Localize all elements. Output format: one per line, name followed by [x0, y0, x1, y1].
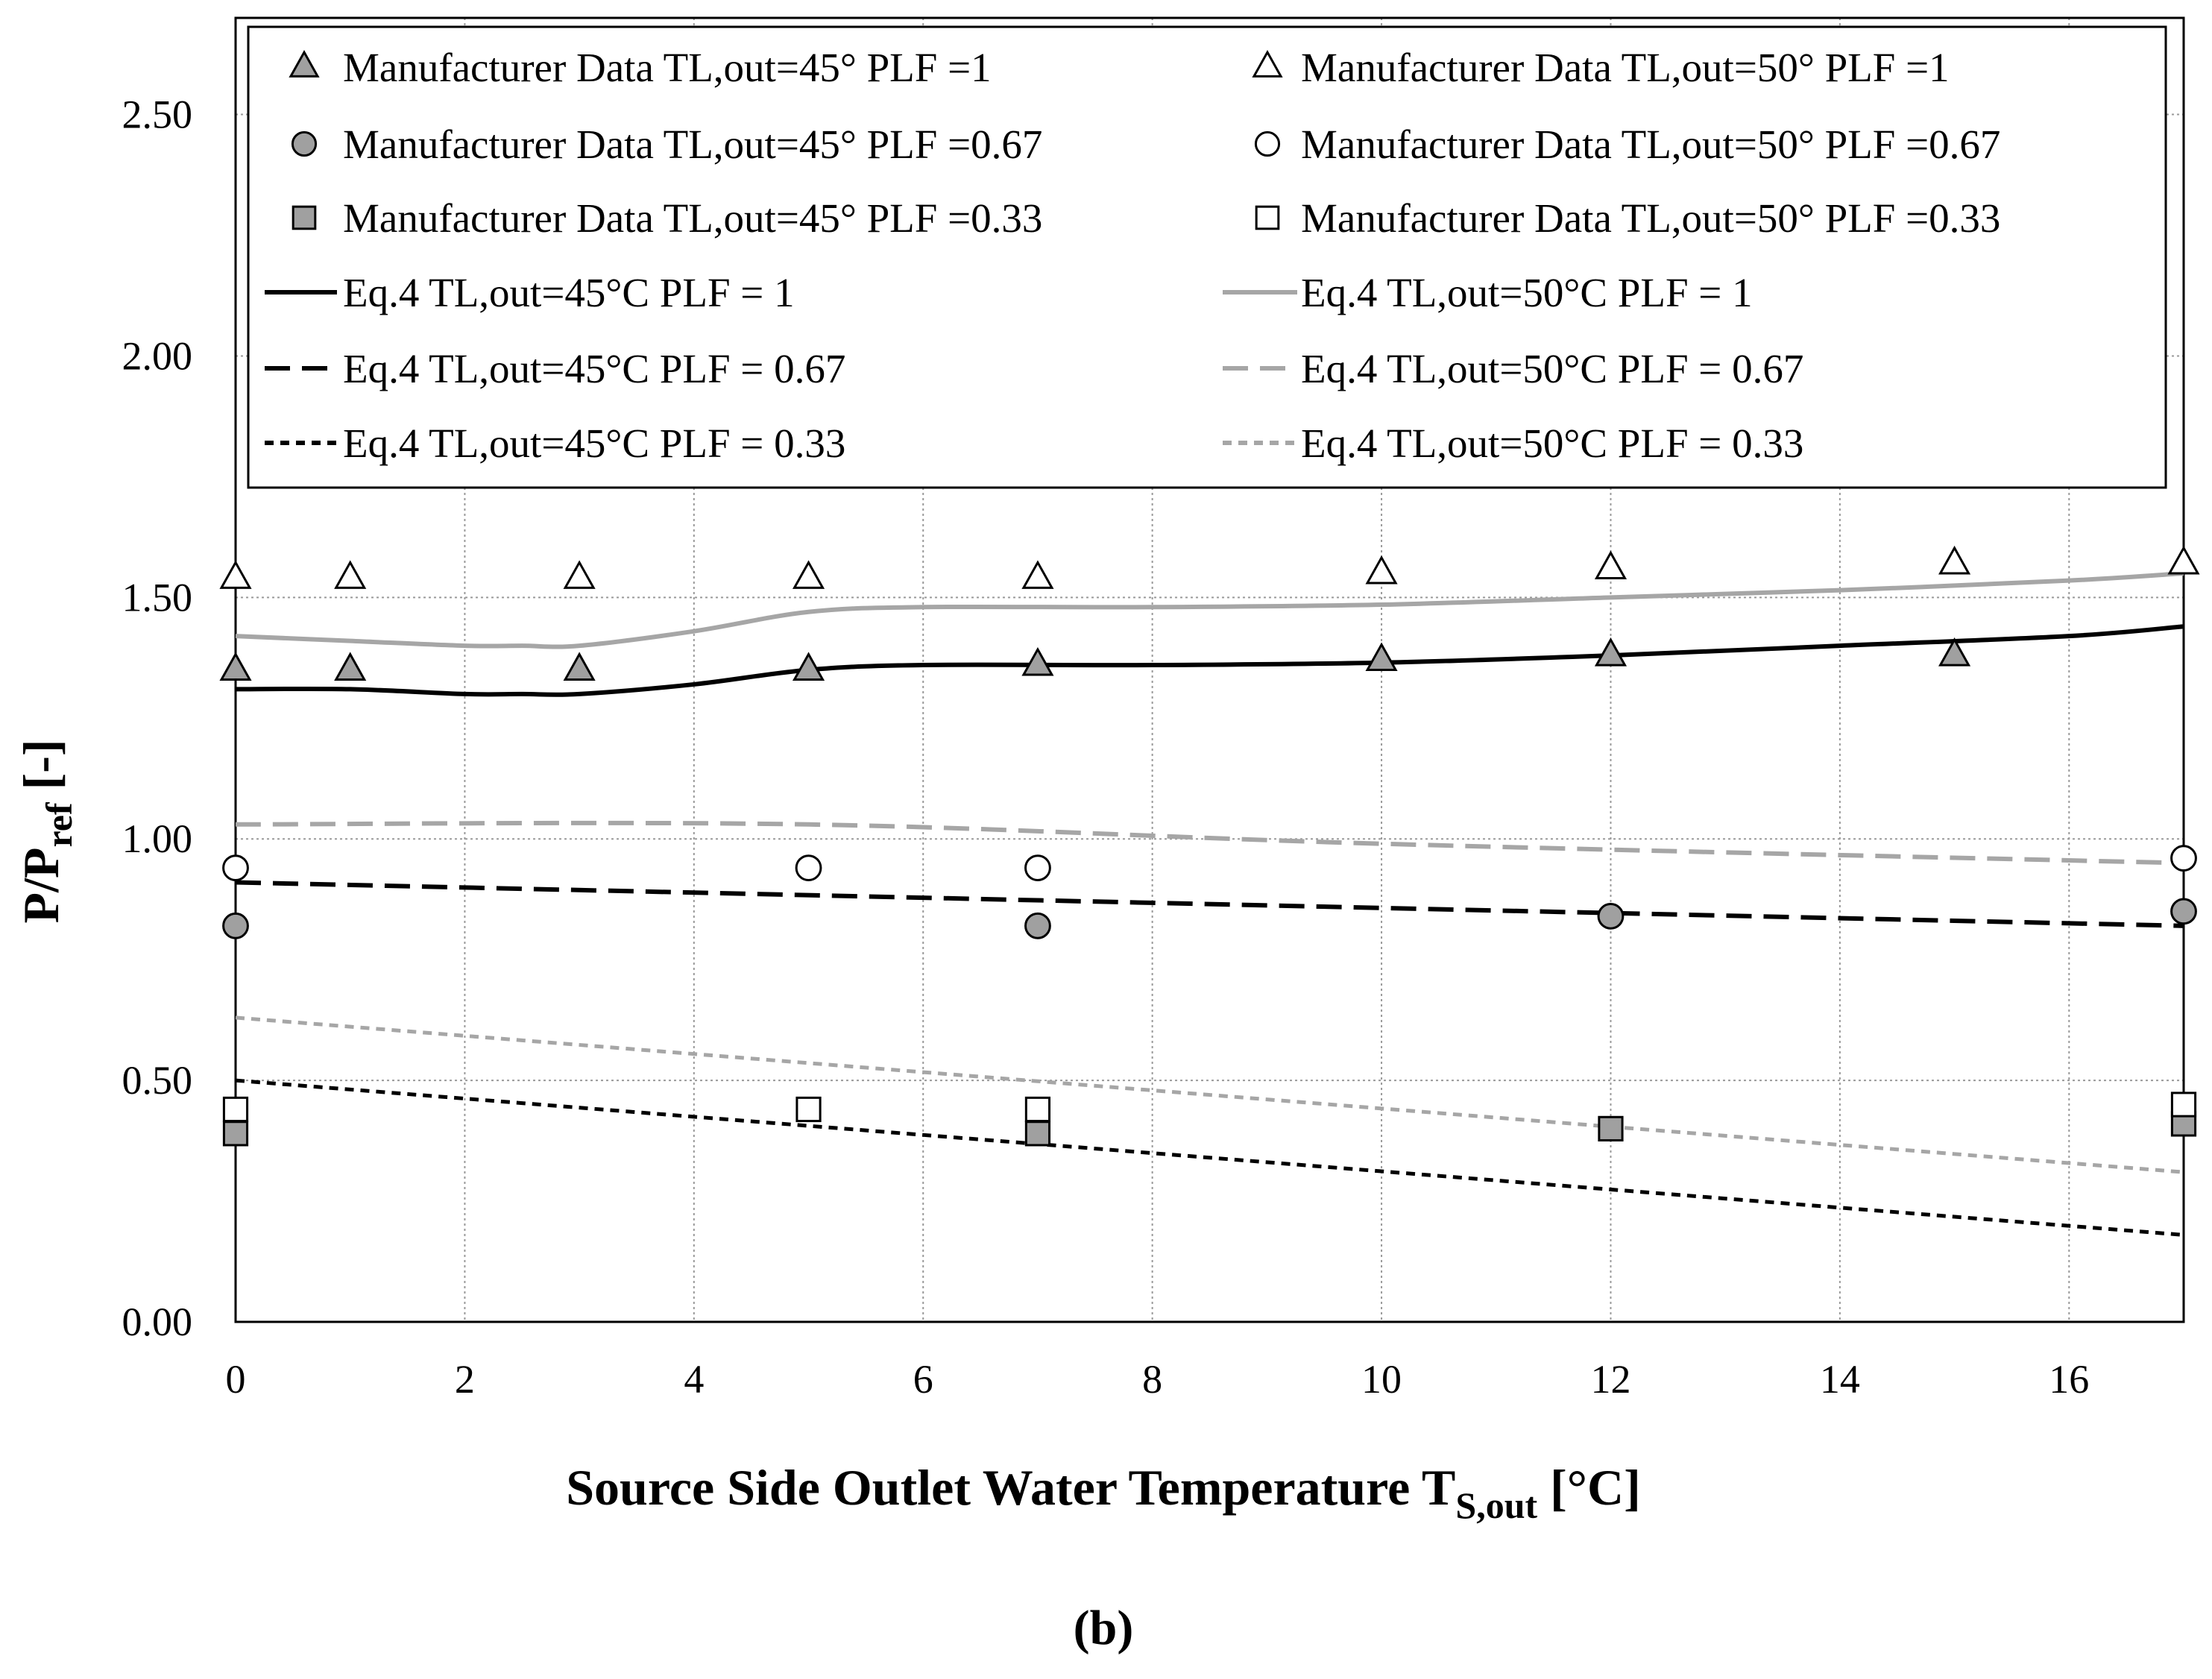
- series-line-9: [235, 820, 2184, 866]
- x-tick-label: 10: [1361, 1357, 1402, 1402]
- data-point-s3-3: [2170, 845, 2197, 872]
- data-point-s1-0: [219, 560, 252, 589]
- data-point-s0-4: [1021, 646, 1054, 676]
- y-tick-label: 1.00: [122, 816, 193, 861]
- legend-label-9: Eq.4 TL,out=50°C PLF = 0.67: [1301, 346, 1803, 391]
- x-axis-title-unit: [°C]: [1537, 1459, 1641, 1516]
- data-point-s2-0: [222, 912, 249, 939]
- legend-label-5: Manufacturer Data TL,out=50° PLF =0.33: [1301, 195, 2000, 241]
- data-point-s1-2: [563, 560, 596, 589]
- data-point-s3-0: [222, 854, 249, 881]
- x-tick-label: 2: [455, 1357, 475, 1402]
- data-point-s4-0: [222, 1121, 249, 1147]
- x-tick-label: 14: [1820, 1357, 1860, 1402]
- series-line-11: [235, 1015, 2184, 1174]
- y-axis-title-main: P/P: [13, 848, 69, 924]
- data-point-s0-1: [334, 652, 367, 681]
- data-point-s4-2: [1598, 1115, 1624, 1141]
- legend-label-6: Eq.4 TL,out=45°C PLF = 1: [343, 270, 795, 315]
- x-tick-label: 8: [1142, 1357, 1162, 1402]
- legend-symbol-3: [1254, 130, 1281, 157]
- legend-symbol-0: [289, 49, 320, 78]
- legend-label-0: Manufacturer Data TL,out=45° PLF =1: [343, 45, 992, 90]
- y-axis-title-unit: [-]: [13, 739, 69, 802]
- legend-label-8: Eq.4 TL,out=45°C PLF = 0.67: [343, 346, 845, 391]
- data-point-s0-2: [563, 652, 596, 681]
- data-point-s1-8: [2167, 545, 2200, 575]
- legend: Manufacturer Data TL,out=45° PLF =1 Manuf…: [247, 25, 2167, 489]
- data-point-s0-0: [219, 652, 252, 681]
- data-point-s3-2: [1024, 854, 1051, 881]
- legend-symbol-1: [1252, 49, 1283, 78]
- data-point-s5-1: [795, 1096, 822, 1123]
- legend-label-3: Manufacturer Data TL,out=50° PLF =0.67: [1301, 122, 2000, 167]
- axis-labels: Source Side Outlet Water Temperature TS,…: [13, 739, 1641, 1655]
- data-point-s2-3: [2170, 898, 2197, 925]
- data-point-s0-7: [1938, 637, 1971, 667]
- y-tick-label: 2.00: [122, 333, 193, 378]
- legend-box: [247, 25, 2167, 489]
- y-tick-label: 2.50: [122, 92, 193, 137]
- x-tick-label: 4: [684, 1357, 704, 1402]
- series-line-8: [235, 880, 2184, 928]
- data-point-s5-3: [2170, 1091, 2197, 1118]
- series-line-6: [235, 624, 2184, 697]
- data-point-s1-3: [792, 560, 825, 589]
- x-tick-label: 16: [2049, 1357, 2089, 1402]
- marker-series: [219, 545, 2200, 1147]
- data-point-s4-1: [1024, 1121, 1051, 1147]
- data-point-s2-2: [1597, 902, 1625, 930]
- data-point-s1-7: [1938, 545, 1971, 575]
- legend-label-2: Manufacturer Data TL,out=45° PLF =0.67: [343, 122, 1042, 167]
- x-tick-label: 0: [226, 1357, 246, 1402]
- data-point-s1-5: [1365, 555, 1398, 585]
- legend-label-4: Manufacturer Data TL,out=45° PLF =0.33: [343, 195, 1042, 241]
- y-tick-label: 0.00: [122, 1300, 193, 1344]
- data-point-s3-1: [795, 854, 822, 881]
- panel-label: (b): [1074, 1601, 1134, 1655]
- axes: 0 2 4 6 8 10 12 14 16 0.00 0.50 1.00 1.50 2.00 2.50: [122, 16, 2185, 1402]
- data-point-s5-2: [1024, 1096, 1051, 1123]
- data-point-s1-6: [1594, 550, 1628, 579]
- x-axis-title-subscript: S,out: [1455, 1484, 1537, 1526]
- legend-label-10: Eq.4 TL,out=45°C PLF = 0.33: [343, 420, 845, 466]
- y-tick-label: 0.50: [122, 1058, 193, 1103]
- data-point-s1-1: [334, 560, 367, 589]
- x-axis-title-main: Source Side Outlet Water Temperature T: [566, 1459, 1455, 1516]
- y-axis-title: P/Pref [-]: [13, 739, 80, 923]
- data-point-s2-1: [1024, 912, 1051, 939]
- legend-symbol-2: [291, 130, 318, 157]
- curve-series: [235, 570, 2184, 1237]
- data-point-s0-6: [1594, 637, 1628, 667]
- data-point-s0-5: [1365, 642, 1398, 672]
- x-axis-title: Source Side Outlet Water Temperature TS,…: [566, 1459, 1641, 1526]
- legend-label-1: Manufacturer Data TL,out=50° PLF =1: [1301, 45, 1950, 90]
- x-tick-label: 6: [913, 1357, 933, 1402]
- series-line-7: [235, 570, 2184, 649]
- data-point-s1-4: [1021, 560, 1054, 589]
- legend-symbol-4: [292, 205, 317, 230]
- x-tick-label: 12: [1590, 1357, 1630, 1402]
- y-axis-title-subscript: ref: [38, 801, 80, 847]
- legend-label-7: Eq.4 TL,out=50°C PLF = 1: [1301, 270, 1753, 315]
- data-point-s5-0: [222, 1096, 249, 1123]
- y-tick-label: 1.50: [122, 575, 193, 620]
- legend-symbol-5: [1255, 205, 1280, 230]
- series-line-10: [235, 1078, 2184, 1237]
- legend-label-11: Eq.4 TL,out=50°C PLF = 0.33: [1301, 420, 1803, 466]
- data-point-s0-3: [792, 652, 825, 681]
